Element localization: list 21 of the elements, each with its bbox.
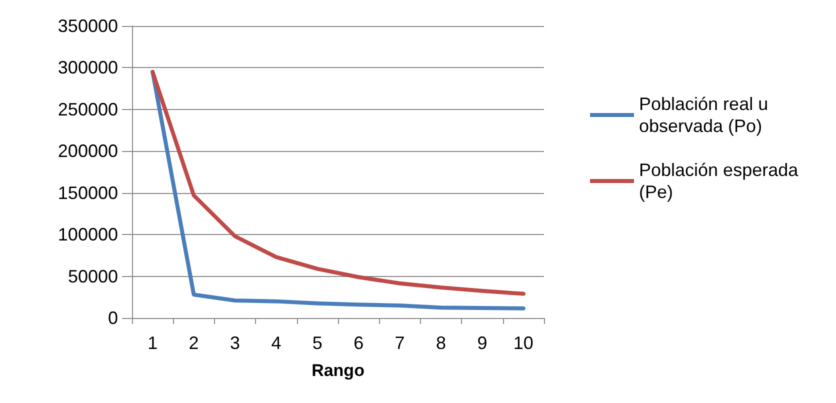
x-tick-label: 9 [477, 333, 488, 353]
x-axis-title: Rango [312, 361, 364, 380]
x-tick-label: 2 [188, 333, 199, 353]
x-tick-label: 3 [230, 333, 240, 353]
y-tick-label: 50000 [68, 266, 118, 286]
x-tick-label: 4 [271, 333, 282, 353]
y-tick-label: 300000 [58, 58, 118, 78]
y-tick-label: 250000 [58, 99, 118, 120]
x-tick-label: 5 [312, 333, 322, 353]
x-tick-label: 6 [354, 333, 364, 353]
x-tick-label: 10 [513, 333, 534, 353]
y-tick-label: 200000 [58, 141, 118, 162]
x-tick-label: 8 [436, 333, 446, 353]
legend-label: Población esperada (Pe) [639, 160, 804, 202]
y-tick-label: 150000 [58, 182, 118, 203]
x-tick-label: 1 [148, 333, 158, 353]
y-tick-label: 100000 [58, 224, 118, 245]
legend-label: Población real u observada (Po) [639, 94, 774, 136]
y-tick-label: 350000 [58, 16, 118, 36]
y-tick-label: 0 [108, 308, 118, 328]
x-tick-label: 7 [394, 333, 405, 353]
